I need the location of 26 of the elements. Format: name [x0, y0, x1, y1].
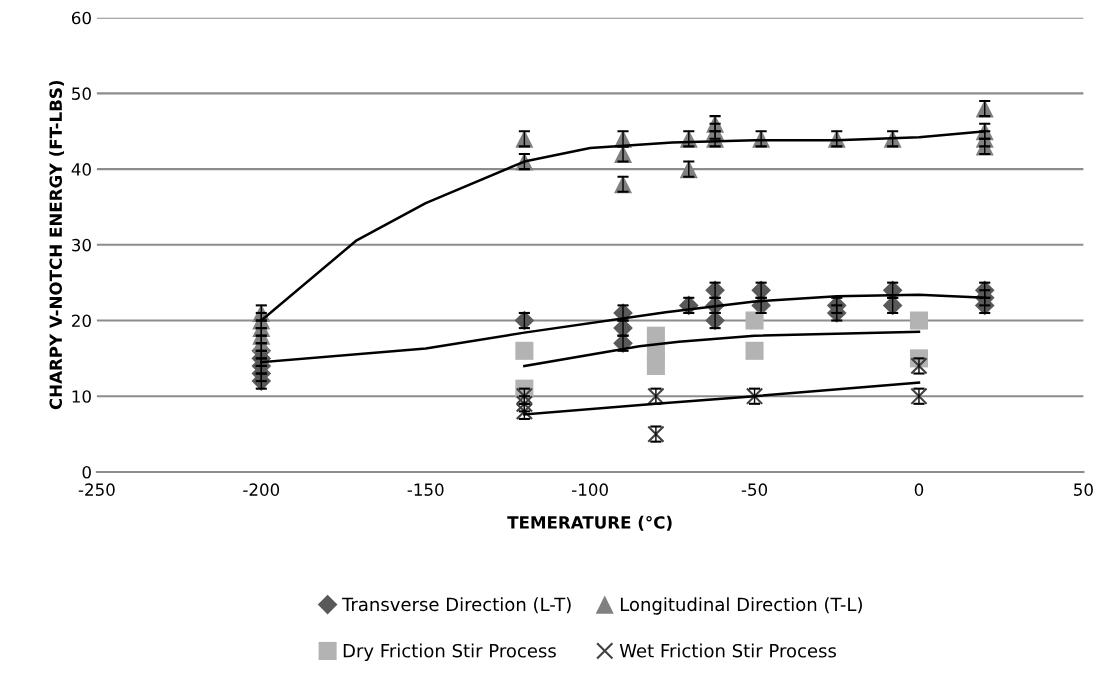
point	[515, 341, 534, 360]
x-tick-label: 0	[914, 483, 924, 496]
y-tick-label: 40	[71, 163, 91, 176]
point	[745, 341, 764, 360]
point	[646, 356, 665, 375]
x-axis-title: TEMERATURE (°C)	[507, 515, 672, 531]
y-tick-label: 60	[71, 11, 91, 25]
x-tick-label: -150	[407, 483, 444, 496]
y-tick-label: 0	[82, 465, 91, 479]
point	[745, 311, 764, 330]
x-tick-label: -200	[243, 483, 280, 496]
x-tick-label: 50	[1074, 483, 1093, 496]
y-axis-title: CHARPY V-NOTCH ENERGY (FT-LBS)	[49, 80, 64, 410]
line-series	[523, 381, 921, 416]
x-tick-label: -250	[78, 483, 115, 496]
y-tick-label: 50	[72, 87, 91, 100]
legend-label: Dry Friction Stir Process	[343, 643, 556, 662]
x-tick-label: -100	[572, 483, 608, 496]
legend-label: Longitudinal Direction (T-L)	[620, 597, 862, 615]
x-tick-label: -50	[741, 483, 768, 496]
y-tick-label: 30	[72, 238, 91, 252]
y-tick-label: 20	[72, 314, 91, 328]
legend-label: Transverse Direction (L-T)	[341, 597, 571, 614]
y-tick-label: 10	[72, 390, 91, 403]
point	[909, 311, 928, 330]
legend-label: Wet Friction Stir Process	[619, 643, 836, 658]
